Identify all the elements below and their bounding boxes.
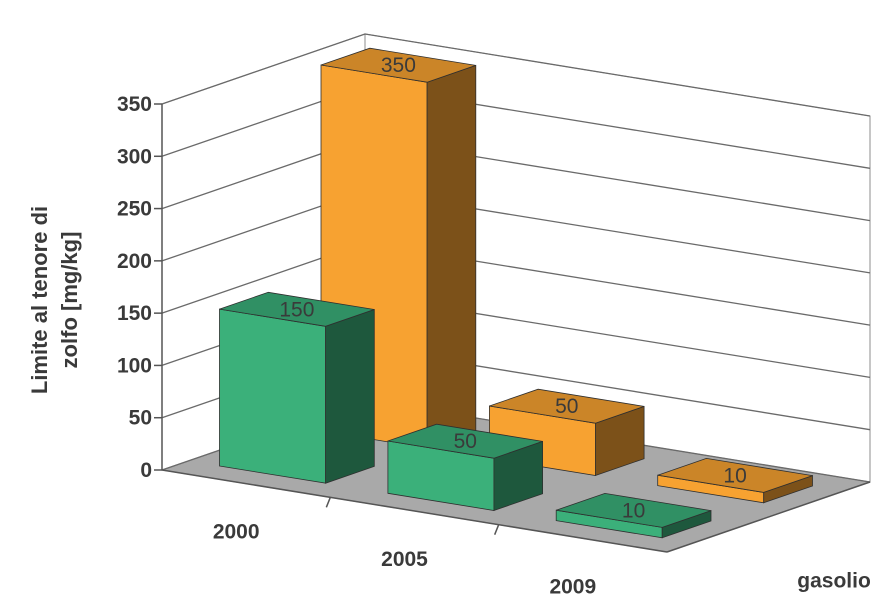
data-label: 350 [381, 54, 416, 77]
y-tick-label: 150 [117, 302, 152, 325]
data-label: 10 [723, 464, 746, 487]
data-label: 50 [454, 430, 477, 453]
bar-benzina-2000 [219, 291, 375, 484]
bar-top-face [556, 492, 712, 528]
y-tick-label: 50 [129, 407, 152, 430]
series-label-benzina: benzina [696, 605, 774, 606]
x-tick-label: 2000 [213, 521, 260, 544]
gridline [161, 33, 871, 117]
bar-top-face [387, 423, 543, 459]
bar-side-face [426, 64, 477, 449]
x-tick-label: 2009 [549, 575, 596, 598]
y-tick-label: 100 [117, 354, 152, 377]
bar-top-face [219, 291, 375, 327]
data-label: 150 [279, 298, 314, 321]
data-label: 50 [555, 395, 578, 418]
bar-front-face [219, 308, 327, 484]
bar-benzina-2009 [555, 492, 712, 539]
depth-axis-line [666, 481, 871, 553]
bar-top-face [489, 388, 645, 424]
bar-benzina-2005 [387, 423, 543, 512]
chart-labels: 0 50 100 150 200 250 300 350 350 50 10 150 50 10 2000 2… [117, 54, 871, 606]
y-tick-label: 300 [117, 145, 152, 168]
y-tick-label: 200 [117, 250, 152, 273]
bar-top-face [320, 47, 476, 83]
bar-gasolio-2009 [657, 457, 813, 504]
data-label: 10 [622, 499, 645, 522]
chart-bars [219, 47, 813, 539]
bar-side-face [325, 308, 375, 484]
y-axis-label-line-2: zolfo [mg/kg] [57, 232, 82, 369]
x-axis-line [161, 469, 668, 553]
x-tick-mark [493, 524, 500, 535]
y-axis-label-line-1: Limite al tenore di [27, 206, 52, 394]
x-tick-label: 2005 [381, 548, 428, 571]
y-tick-label: 350 [117, 93, 152, 116]
bar-top-face [657, 457, 813, 493]
x-tick-mark [325, 497, 332, 508]
y-tick-label: 0 [140, 459, 152, 482]
y-tick-label: 250 [117, 198, 152, 221]
series-label-gasolio: gasolio [797, 570, 871, 593]
